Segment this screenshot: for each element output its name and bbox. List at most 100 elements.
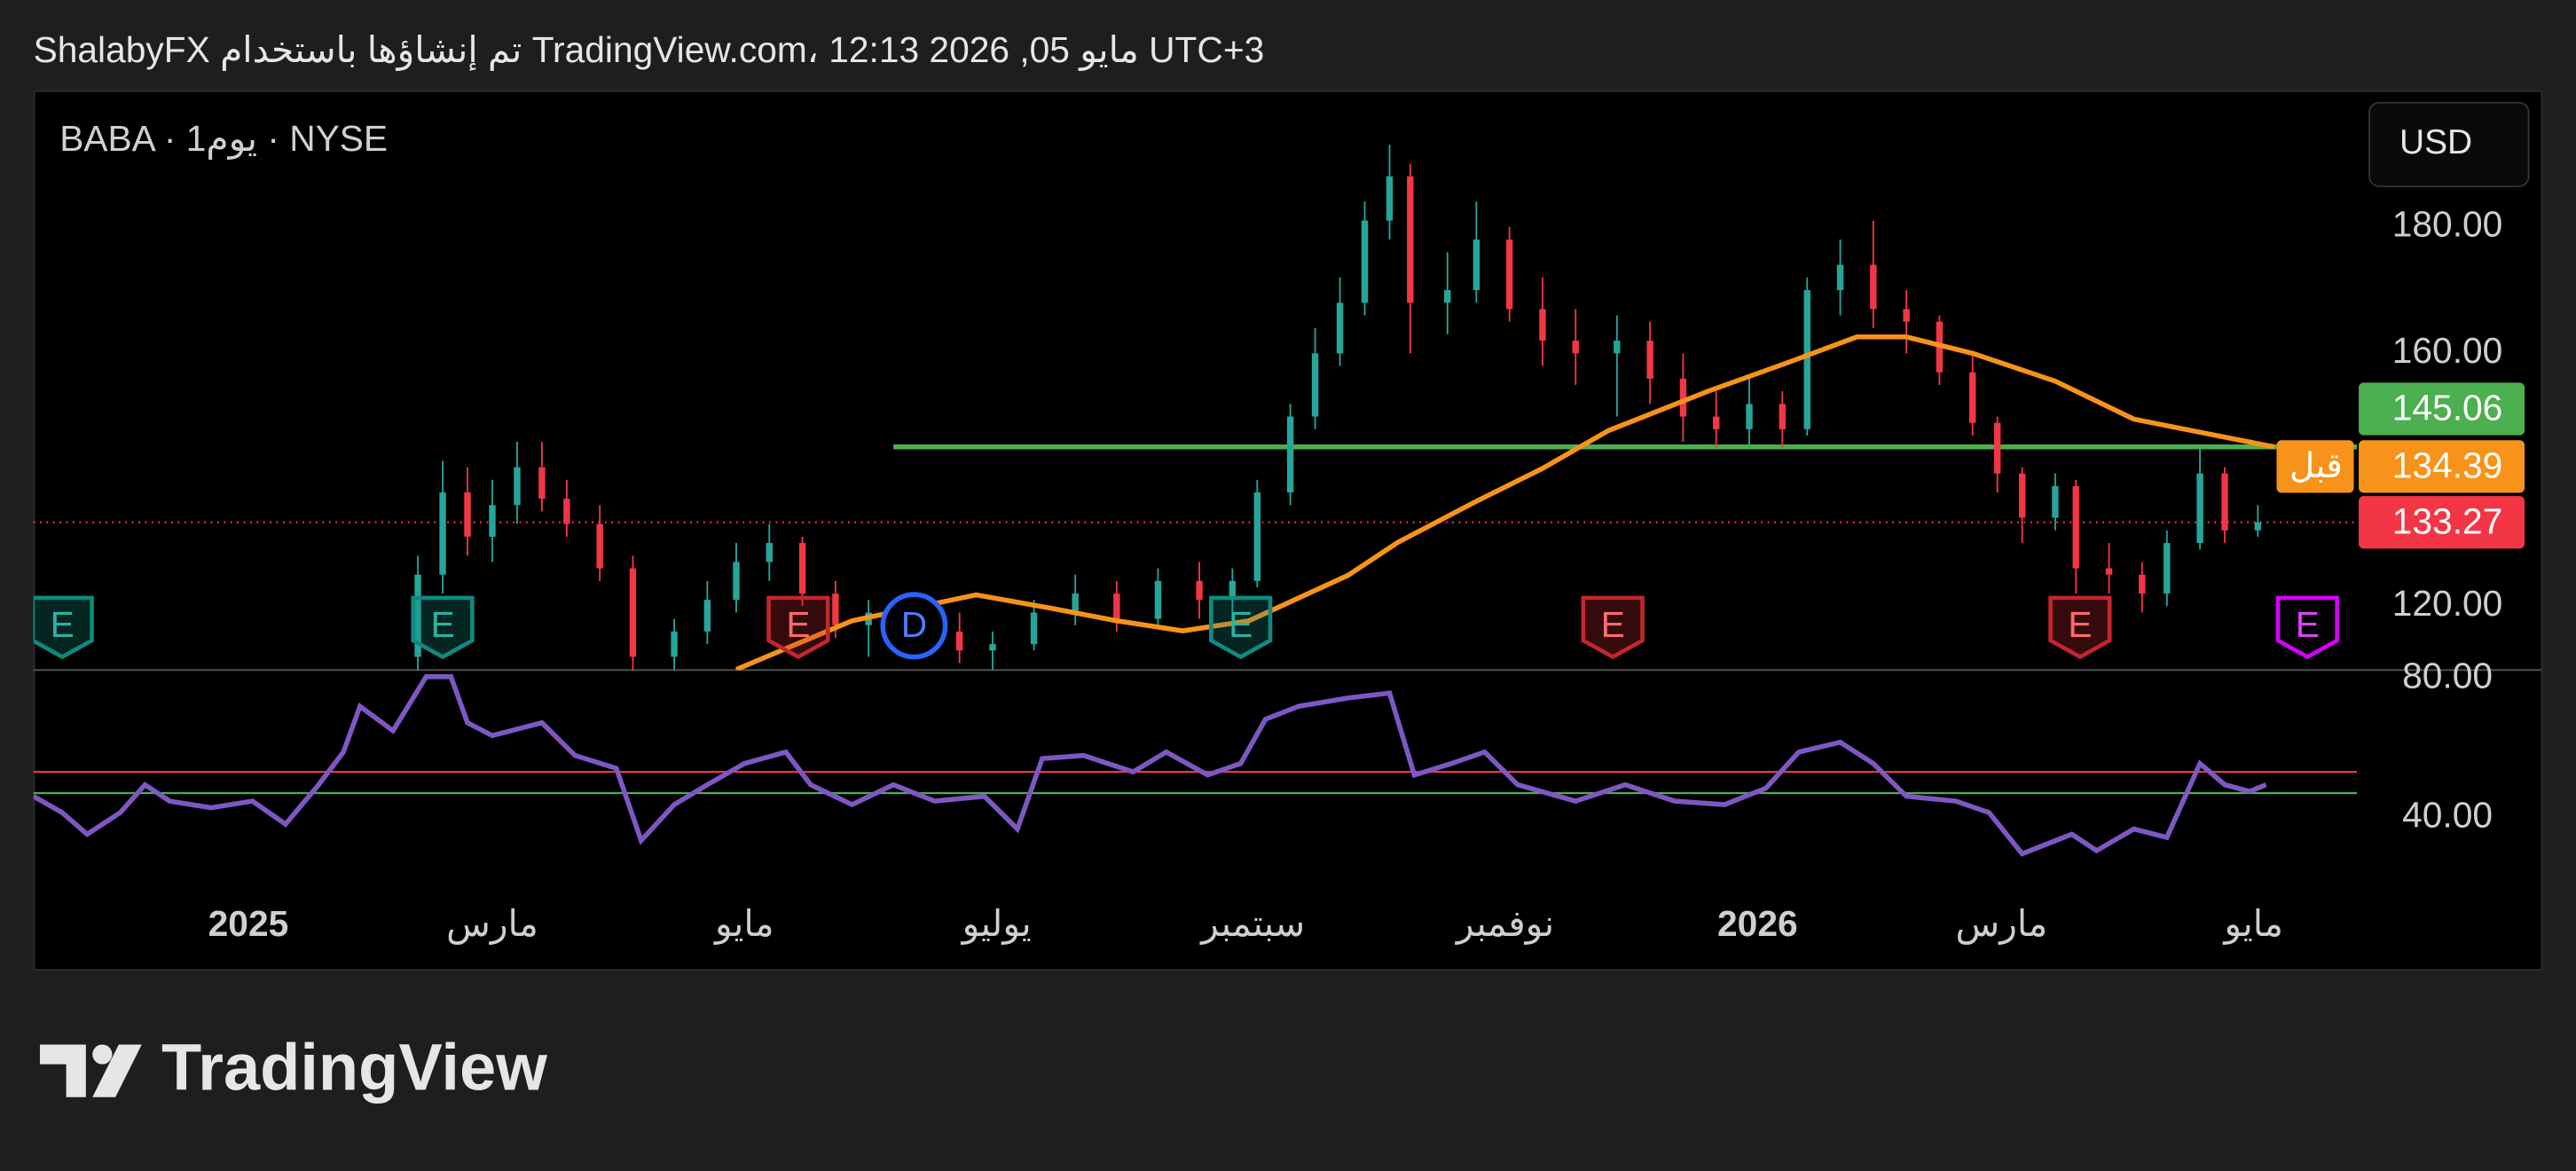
event-label: D [901,604,927,645]
candle-body [514,467,521,506]
candle-body [798,543,806,594]
candle-body [2164,543,2171,594]
candle-body [1505,240,1513,310]
candle-body [1836,264,1844,291]
event-shape [2048,595,2112,660]
candle-body [2139,574,2146,594]
candle-body [2221,473,2228,530]
x-tick-label: مارس [446,903,538,945]
candle-body [1444,290,1451,303]
candle-body [1154,580,1162,619]
x-tick-label: يوليو [961,903,1032,945]
x-tick-label: مايو [713,903,774,945]
logo [39,1044,142,1097]
candle-body [1030,612,1038,645]
candle-body [1679,378,1687,417]
candle-body [1196,580,1203,601]
currency-button[interactable] [2368,101,2530,188]
premarket-tag: قبل [2289,447,2343,485]
chart-pane [33,90,2543,971]
candle-body [1779,404,1787,429]
logo-mark [92,1044,142,1097]
symbol: BABA · 1يوم · NYSE [59,118,388,160]
price-label: 145.06 [2392,388,2503,428]
candle-body [1614,341,1621,354]
event-shape [2275,595,2339,660]
candle-body [1336,303,1344,354]
axes: 2025 مارس مايو يوليو سبتمبر نوفمبر 2026 مارس ماي… [208,204,2525,945]
candle-body [1969,372,1976,423]
event-label: E [51,604,75,645]
candle-body [1746,404,1753,429]
event-badge: E [1209,595,1273,660]
rsi-pane [33,674,2358,857]
price-label-box [2359,496,2525,549]
candle-body [1713,416,1720,429]
event-shape [1209,595,1273,660]
candle-body [439,492,446,575]
candle-body [629,568,637,657]
event-label: E [1229,604,1253,645]
candle-body [538,467,546,499]
currency[interactable]: USD [2399,123,2472,161]
header: ShalabyFX تم إنشاؤها باستخدام TradingVie… [34,29,1265,71]
candle-body [1870,264,1877,310]
candle-body [2254,522,2262,530]
event-badge: E [1581,595,1645,660]
x-tick-label: نوفمبر [1455,903,1554,945]
event-label: E [2068,604,2092,645]
y-tick-label: 180.00 [2392,204,2503,245]
logo-mark [39,1044,86,1097]
event-label: E [430,604,454,645]
x-tick-label: 2026 [1717,903,1798,944]
candle-body [464,492,471,537]
candle-body [956,631,963,651]
candle-body [1253,492,1261,581]
y-tick-label: 40.00 [2402,795,2493,836]
candle-body [1311,353,1319,417]
event-badge: D [880,592,948,660]
event-label: E [786,604,810,645]
candle-body [703,600,711,632]
candle-body [766,543,773,562]
x-tick-label: 2025 [208,903,289,944]
candle-body [1386,176,1394,221]
y-tick-label: 80.00 [2402,656,2493,696]
price-label-box [2359,440,2525,493]
candle-body [1407,176,1414,303]
candle-body [1539,309,1546,342]
event-label: E [2296,604,2320,645]
candle-body [414,574,421,657]
candle-body [2052,485,2059,518]
event-shape [33,595,94,660]
candle-body [1286,416,1294,493]
price-label: 134.39 [2392,444,2503,485]
candle-body [596,523,603,569]
logo-mark [92,1044,113,1065]
candle-body [989,644,996,651]
event-shape [1581,595,1645,660]
price-label: 133.27 [2392,500,2503,541]
candle-body [563,499,570,524]
event-badge: E [33,595,94,660]
y-tick-label: 160.00 [2392,330,2503,371]
x-tick-label: مايو [2222,903,2283,945]
event-shape [766,595,830,660]
candle-body [1903,309,1910,322]
event-badge: E [411,595,475,660]
candle-body [489,505,496,537]
candle-body [1473,240,1480,291]
candle-body [671,631,678,657]
candle-body [1572,341,1579,354]
brand: TradingView [161,1030,547,1104]
candle-body [1803,290,1810,429]
event-shape [880,592,948,660]
event-badge: E [766,595,830,660]
candle-body [2105,568,2113,575]
event-shape [411,595,475,660]
event-label: E [1601,604,1625,645]
candle-body [1646,341,1653,379]
